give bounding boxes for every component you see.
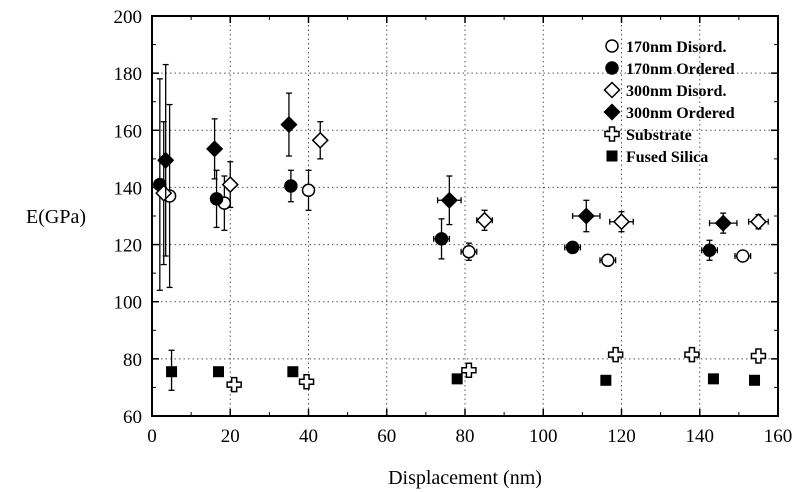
data-point	[213, 366, 225, 378]
data-point	[607, 346, 624, 363]
data-point	[284, 179, 298, 193]
data-point	[476, 211, 494, 229]
legend-item: Substrate	[604, 126, 692, 144]
y-axis-title: E(GPa)	[26, 206, 86, 228]
data-point	[434, 232, 449, 246]
data-point	[684, 346, 700, 363]
legend-label: 170nm Ordered	[626, 61, 735, 78]
data-point	[166, 366, 178, 378]
x-axis-title: Displacement (nm)	[388, 467, 542, 489]
data-point	[209, 192, 224, 206]
series-filled-circle	[153, 78, 719, 291]
data-point	[707, 373, 719, 385]
data-point	[565, 240, 580, 255]
x-tick-label: 40	[299, 426, 318, 447]
series-filled-diamond	[157, 63, 738, 257]
x-tick-label: 120	[607, 426, 636, 447]
y-tick-label: 200	[114, 7, 143, 28]
data-point	[612, 213, 631, 231]
legend-item: 300nm Ordered	[603, 103, 735, 122]
x-tick-label: 140	[686, 426, 715, 447]
legend-marker	[603, 103, 621, 121]
data-point	[298, 373, 315, 390]
legend-marker	[603, 81, 621, 99]
legend-marker	[605, 39, 619, 53]
axis-ticks: 0 20 40 60 80 100 120 140 160 60 80 100 120 140 160 180…	[114, 7, 793, 447]
data-point	[451, 373, 463, 385]
legend-item: 170nm Ordered	[605, 61, 735, 78]
y-tick-label: 180	[114, 64, 143, 85]
x-tick-label: 80	[456, 426, 475, 447]
data-point	[736, 249, 750, 263]
data-point	[749, 374, 761, 386]
legend-label: Substrate	[626, 127, 692, 144]
series-filled-square	[166, 349, 761, 391]
data-point	[287, 366, 299, 378]
data-point	[750, 348, 767, 364]
legend-label: 300nm Ordered	[626, 105, 735, 122]
x-tick-label: 20	[221, 426, 240, 447]
data-point	[157, 151, 175, 169]
data-point	[601, 253, 615, 268]
legend-label: 170nm Disord.	[626, 39, 726, 56]
legend-marker	[606, 150, 618, 162]
data-point	[155, 184, 173, 202]
legend-item: 170nm Disord.	[605, 39, 726, 56]
data-point	[702, 243, 717, 258]
data-point	[749, 213, 767, 231]
data-point	[461, 362, 477, 379]
data-point	[206, 140, 224, 158]
y-tick-label: 60	[123, 407, 142, 428]
data-point	[301, 183, 316, 198]
y-tick-label: 160	[114, 121, 143, 142]
data-marks	[153, 63, 769, 393]
data-point	[226, 376, 242, 393]
x-tick-label: 60	[377, 426, 396, 447]
data-point	[714, 214, 732, 232]
series-open-cross	[226, 346, 767, 393]
legend: 170nm Disord. 170nm Ordered 300nm Disord. 3…	[603, 39, 735, 166]
series-open-circle	[162, 103, 752, 289]
data-point	[577, 207, 595, 225]
x-tick-label: 0	[147, 426, 157, 447]
legend-marker	[605, 61, 619, 75]
data-point	[280, 116, 298, 134]
data-point	[462, 244, 476, 259]
series-open-diamond	[155, 121, 769, 266]
legend-label: Fused Silica	[626, 149, 708, 166]
data-point	[600, 374, 612, 386]
grid-lines	[152, 16, 778, 416]
data-point	[221, 176, 239, 194]
y-tick-label: 140	[114, 178, 143, 199]
y-tick-label: 100	[114, 293, 143, 314]
data-point	[440, 191, 458, 209]
legend-item: 300nm Disord.	[603, 81, 726, 100]
legend-marker	[604, 126, 620, 142]
x-tick-label: 160	[764, 426, 793, 447]
data-point	[311, 131, 329, 149]
legend-item: Fused Silica	[606, 149, 708, 166]
y-tick-label: 120	[114, 236, 143, 257]
x-tick-label: 100	[529, 426, 558, 447]
legend-label: 300nm Disord.	[626, 83, 726, 100]
y-tick-label: 80	[123, 350, 142, 371]
